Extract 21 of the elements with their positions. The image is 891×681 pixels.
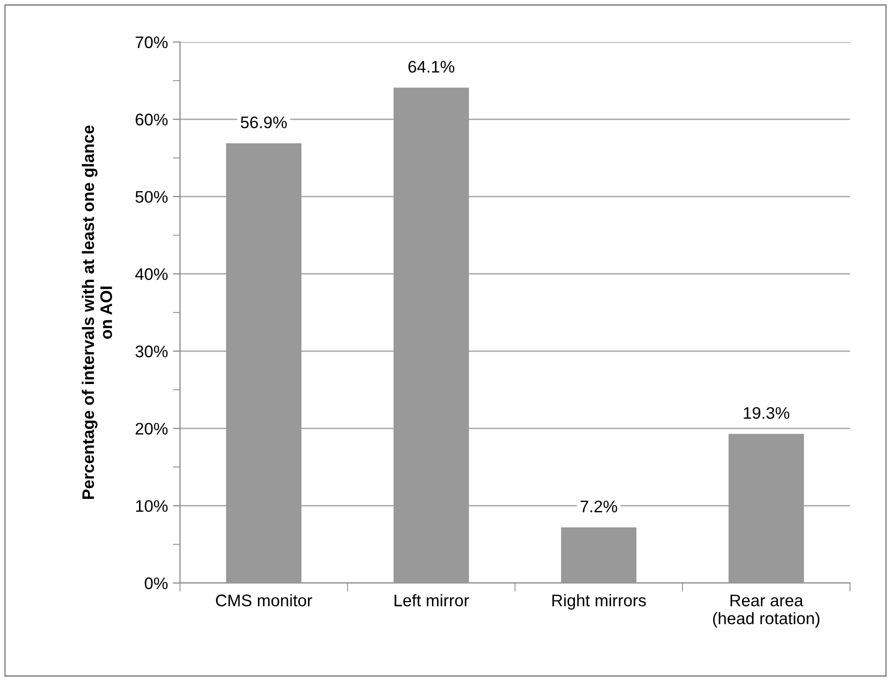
data-label: 7.2%	[580, 500, 618, 512]
bar	[561, 527, 636, 583]
data-label: 19.3%	[744, 407, 790, 419]
x-tick-label: CMS monitor	[216, 594, 312, 606]
y-tick-label: 0%	[144, 577, 168, 590]
y-tick-label: 70%	[136, 36, 168, 48]
y-tick-label: 30%	[135, 346, 168, 358]
y-tick-label: 20%	[136, 422, 168, 435]
bar	[394, 88, 469, 583]
x-tick-label: Rear area (head rotation)	[713, 594, 820, 628]
bar	[226, 143, 302, 583]
x-tick-label: Right mirrors	[552, 594, 646, 610]
y-tick-label: 50%	[136, 190, 168, 203]
bar	[728, 434, 804, 583]
data-label: 56.9%	[240, 116, 287, 128]
data-label: 64.1%	[408, 60, 454, 73]
y-tick-label: 60%	[136, 114, 168, 126]
y-tick-label: 40%	[135, 268, 168, 280]
y-tick-label: 10%	[136, 500, 168, 512]
y-axis-title: Percentage of intervals with at least one glance on AOI	[82, 125, 112, 499]
x-tick-label: Left mirror	[394, 594, 469, 606]
